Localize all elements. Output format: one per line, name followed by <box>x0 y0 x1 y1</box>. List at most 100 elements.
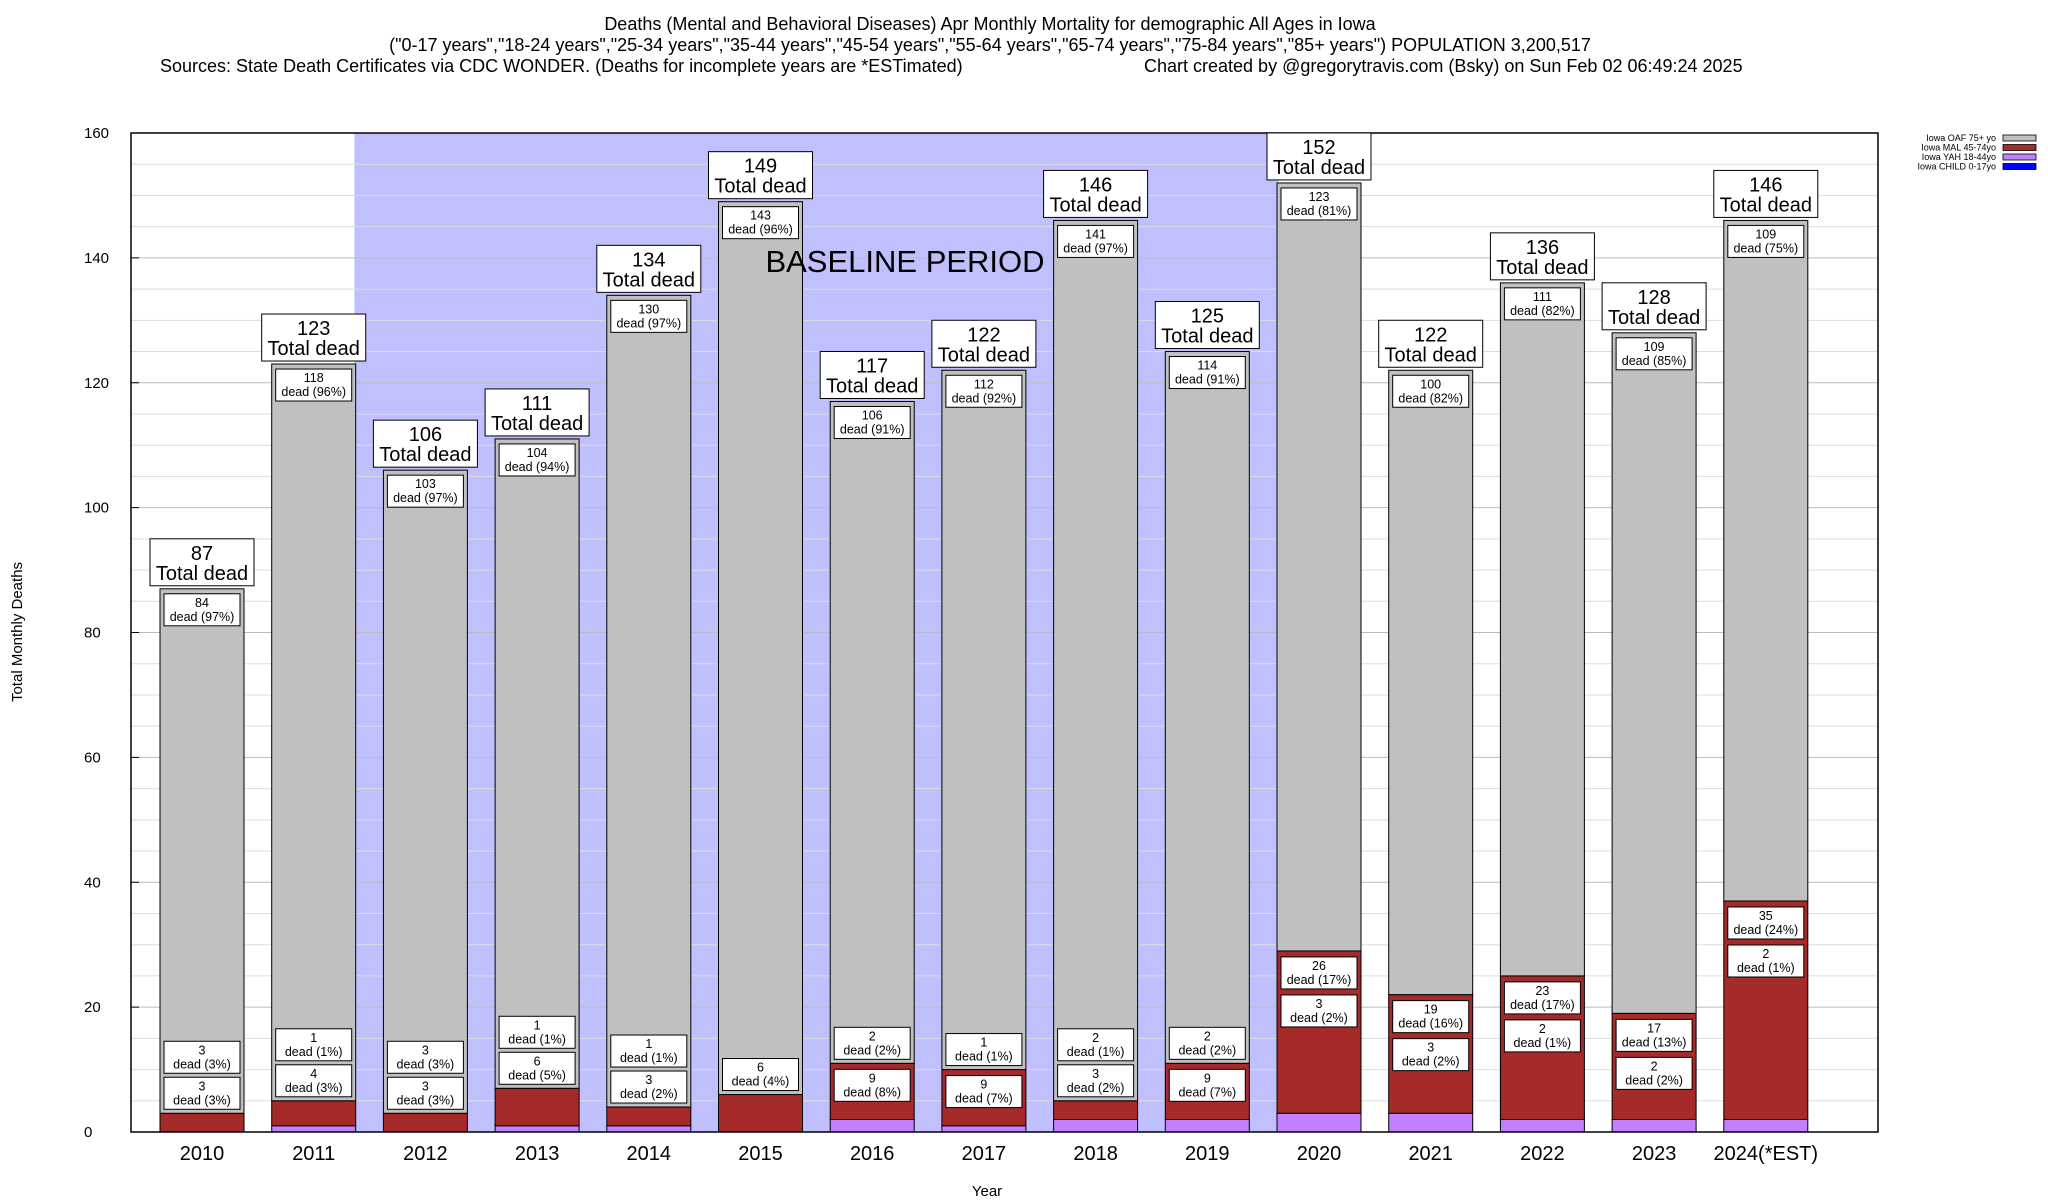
bar-segment-iowa-oaf-75-yo <box>718 201 803 1096</box>
segment-label-box <box>1057 224 1135 258</box>
total-label-box <box>372 419 478 468</box>
title-line-2: ("0-17 years","18-24 years","25-34 years… <box>389 35 1591 55</box>
segment-value-label: 1 <box>980 1036 987 1050</box>
segment-value-label: 9 <box>980 1078 987 1092</box>
x-tick-label: 2024(*EST) <box>1714 1143 1819 1165</box>
bar-segment-iowa-oaf-75-yo <box>1388 369 1474 996</box>
segment-value-label: 2 <box>1539 1022 1546 1036</box>
segment-value-label: 2 <box>1762 947 1769 961</box>
bar-segment-iowa-oaf-75-yo <box>1611 332 1697 1014</box>
total-label-box <box>596 244 702 293</box>
bar-segment-iowa-yah-18-44yo <box>606 1125 692 1133</box>
x-tick-label: 2023 <box>1632 1143 1677 1165</box>
segment-pct-label: dead (91%) <box>1175 373 1240 387</box>
bar-segment-iowa-yah-18-44yo <box>1388 1112 1474 1133</box>
segment-label-box <box>498 1015 576 1049</box>
segment-label-box <box>1057 1064 1135 1098</box>
segment-value-label: 26 <box>1312 959 1326 973</box>
segment-label-box <box>833 1068 911 1102</box>
segment-value-label: 1 <box>310 1031 317 1045</box>
segment-label-box <box>1168 356 1246 390</box>
x-tick-label: 2012 <box>403 1143 448 1165</box>
chart-title: Deaths (Mental and Behavioral Diseases) … <box>160 14 1743 76</box>
total-value-label: 134 <box>632 249 665 271</box>
total-label-box <box>1713 169 1819 218</box>
bar-segment-iowa-yah-18-44yo <box>1053 1119 1139 1133</box>
bar-segment-iowa-oaf-75-yo <box>1499 282 1585 977</box>
segment-label-box <box>1392 1000 1470 1034</box>
segment-value-label: 3 <box>422 1079 429 1093</box>
bar-segment-iowa-oaf-75-yo <box>941 369 1027 1071</box>
x-tick-label: 2017 <box>962 1143 1007 1165</box>
segment-pct-label: dead (3%) <box>397 1093 455 1107</box>
segment-pct-label: dead (92%) <box>952 391 1017 405</box>
total-label-box <box>708 151 813 200</box>
x-tick-label: 2020 <box>1297 1143 1342 1165</box>
x-tick-label: 2016 <box>850 1143 895 1165</box>
segment-label-box <box>1168 1026 1246 1060</box>
total-suffix-label: Total dead <box>1049 194 1141 216</box>
segment-value-label: 1 <box>534 1018 541 1032</box>
segment-pct-label: dead (81%) <box>1287 204 1352 218</box>
total-value-label: 117 <box>856 355 888 377</box>
total-suffix-label: Total dead <box>379 444 471 466</box>
total-value-label: 125 <box>1191 306 1224 328</box>
segment-label-box <box>163 593 241 627</box>
segment-pct-label: dead (1%) <box>620 1051 678 1065</box>
segment-pct-label: dead (96%) <box>281 385 346 399</box>
segment-pct-label: dead (94%) <box>505 460 570 474</box>
segment-value-label: 109 <box>1644 340 1665 354</box>
segment-pct-label: dead (7%) <box>955 1092 1013 1106</box>
segment-pct-label: dead (3%) <box>173 1093 231 1107</box>
total-suffix-label: Total dead <box>714 176 806 198</box>
segment-pct-label: dead (5%) <box>508 1068 566 1082</box>
total-value-label: 136 <box>1526 237 1559 259</box>
segment-label-box <box>386 474 464 508</box>
total-suffix-label: Total dead <box>1608 307 1700 329</box>
segment-label-box <box>1615 1018 1693 1052</box>
segment-label-box <box>1615 337 1693 371</box>
segment-value-label: 3 <box>199 1043 206 1057</box>
x-tick-label: 2015 <box>738 1143 783 1165</box>
segment-pct-label: dead (97%) <box>393 491 458 505</box>
segment-label-box <box>945 1075 1023 1109</box>
segment-pct-label: dead (91%) <box>840 422 905 436</box>
x-tick-label: 2011 <box>292 1143 335 1165</box>
y-tick-label: 140 <box>84 250 109 267</box>
total-label-box <box>1601 282 1707 331</box>
segment-value-label: 3 <box>1092 1067 1099 1081</box>
y-tick-label: 60 <box>84 749 101 766</box>
total-label-box <box>261 313 367 362</box>
segment-label-box <box>1392 374 1470 408</box>
segment-label-box <box>386 1076 464 1110</box>
segment-value-label: 118 <box>304 371 324 385</box>
segment-value-label: 3 <box>1427 1041 1434 1055</box>
x-tick-label: 2022 <box>1520 1143 1565 1165</box>
segment-value-label: 141 <box>1085 227 1106 241</box>
segment-label-box <box>610 299 688 333</box>
total-suffix-label: Total dead <box>1496 257 1588 279</box>
segment-pct-label: dead (16%) <box>1398 1017 1463 1031</box>
y-axis-label: Total Monthly Deaths <box>9 562 26 702</box>
segment-value-label: 2 <box>1651 1059 1658 1073</box>
segment-value-label: 109 <box>1755 227 1776 241</box>
segment-value-label: 104 <box>527 446 548 460</box>
total-suffix-label: Total dead <box>603 269 695 291</box>
y-tick-label: 20 <box>84 999 101 1016</box>
segment-value-label: 143 <box>750 209 771 223</box>
bar-segment-iowa-mal-45-74yo <box>382 1112 468 1133</box>
segment-label-box <box>1727 224 1805 258</box>
bar-segment-iowa-yah-18-44yo <box>1276 1112 1362 1133</box>
segment-pct-label: dead (82%) <box>1510 304 1575 318</box>
segment-label-box <box>1503 1019 1581 1053</box>
segment-label-box <box>945 1033 1023 1067</box>
legend-swatch <box>2002 144 2037 151</box>
segment-pct-label: dead (2%) <box>620 1087 678 1101</box>
total-suffix-label: Total dead <box>1720 194 1812 216</box>
x-tick-label: 2021 <box>1408 1143 1453 1165</box>
segment-value-label: 3 <box>1316 997 1323 1011</box>
segment-label-box <box>1503 287 1581 321</box>
bar-segment-iowa-oaf-75-yo <box>1276 182 1362 952</box>
total-value-label: 146 <box>1079 174 1112 196</box>
